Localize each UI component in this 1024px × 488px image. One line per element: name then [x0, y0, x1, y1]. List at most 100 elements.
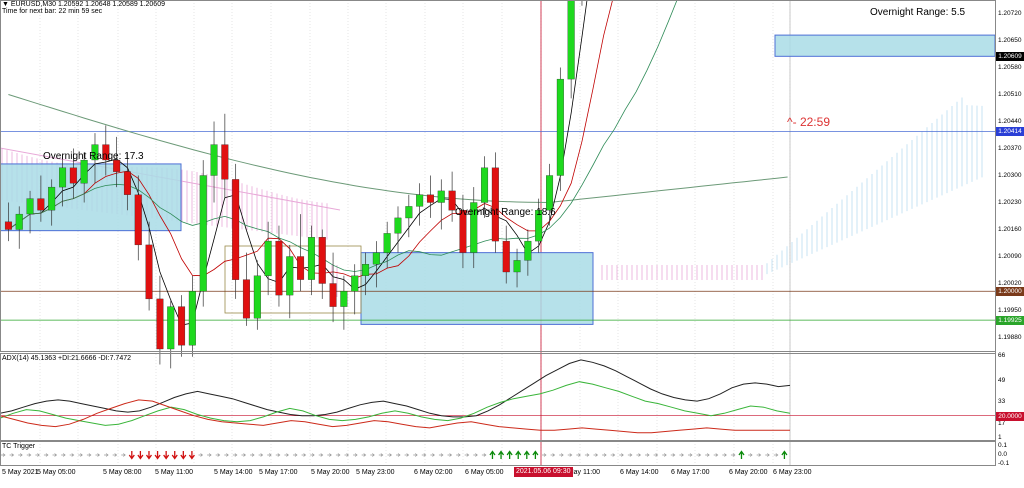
tc-neutral-arrow — [104, 453, 109, 457]
tc-neutral-arrow — [447, 453, 453, 457]
candle-body — [91, 144, 99, 161]
candle-body — [199, 175, 207, 292]
tc-neutral-arrow — [95, 453, 101, 457]
candle-body — [448, 190, 456, 211]
tc-label-mid: 0.0 — [998, 451, 1008, 458]
tc-neutral-arrow — [464, 453, 470, 457]
tc-neutral-arrow — [687, 453, 693, 457]
tc-neutral-arrow — [396, 453, 401, 457]
tc-neutral-arrow — [335, 453, 341, 457]
candle-body — [307, 237, 315, 280]
tc-neutral-arrow — [421, 453, 427, 457]
tc-up-arrow — [506, 450, 513, 459]
tc-neutral-arrow — [619, 453, 624, 457]
price-axis-label: 1.20300 — [998, 171, 1022, 179]
candle-body — [535, 210, 543, 242]
time-axis-label: 6 May 11:00 — [562, 469, 601, 476]
time-axis-label: 6 May 14:00 — [620, 469, 659, 476]
tc-neutral-arrow — [232, 453, 238, 457]
tc-neutral-arrow — [52, 453, 58, 457]
range-outline-box — [224, 245, 362, 314]
adx-label-1: 1 — [998, 434, 1002, 441]
candle-body — [383, 233, 391, 253]
tc-neutral-arrow — [250, 453, 255, 457]
time-axis-label: 5 May 20:00 — [311, 469, 350, 476]
time-axis-label: 6 May 23:00 — [773, 469, 812, 476]
candle-body — [297, 256, 305, 280]
price-axis-label: 1.20510 — [998, 90, 1022, 98]
candle-body — [481, 167, 489, 203]
tc-neutral-arrow — [705, 453, 710, 457]
price-level-tag: 1.20609 — [996, 51, 1024, 61]
tc-neutral-arrow — [670, 453, 676, 457]
tc-neutral-arrow — [310, 453, 315, 457]
candle-body — [362, 264, 370, 276]
adx-lines — [0, 359, 995, 434]
tc-down-arrow — [145, 451, 153, 460]
price-level-tag: 1.20000 — [996, 286, 1024, 296]
tc-neutral-arrow — [258, 453, 264, 457]
candle-body — [416, 194, 424, 207]
tc-title: TC Trigger — [2, 443, 36, 450]
candle-body — [123, 171, 131, 195]
candle-body — [37, 198, 45, 211]
tc-neutral-arrow — [438, 453, 444, 457]
candle-body — [470, 202, 478, 253]
tc-neutral-arrow — [215, 453, 221, 457]
candle-body — [275, 240, 283, 296]
adx-line — [0, 359, 791, 418]
tc-neutral-arrow — [722, 453, 727, 457]
tc-neutral-arrow — [78, 453, 83, 457]
candle-body — [513, 260, 521, 273]
tc-down-arrow — [188, 451, 195, 460]
tc-neutral-arrow — [602, 453, 607, 457]
time-axis-label: 6 May 02:00 — [414, 469, 453, 476]
tc-neutral-arrow — [404, 453, 410, 457]
candle-body — [264, 240, 272, 276]
candle-body — [253, 275, 261, 319]
price-axis-label: 1.20020 — [998, 279, 1022, 287]
candle-body — [372, 252, 380, 265]
time-axis-label: 5 May 14:00 — [214, 469, 253, 476]
time-axis-label: 5 May 2021 — [2, 469, 39, 476]
tc-neutral-arrow — [413, 453, 418, 457]
tc-label-bot: -0.1 — [998, 460, 1010, 467]
crosshair-date: 2021.05.06 09:30 — [514, 467, 573, 477]
tc-up-arrow — [781, 450, 788, 459]
candle-body — [134, 194, 142, 246]
tc-neutral-arrow — [756, 453, 762, 457]
tc-neutral-arrow — [748, 453, 753, 457]
adx-label-17: 17 — [998, 420, 1006, 427]
time-axis-label: 5 May 08:00 — [103, 469, 142, 476]
adx-label-49: 49 — [998, 377, 1006, 384]
overnight-range-box — [0, 163, 182, 232]
tc-neutral-arrow — [9, 453, 15, 457]
tc-neutral-arrow — [361, 453, 367, 457]
tc-neutral-arrow — [35, 453, 40, 457]
tc-neutral-arrow — [550, 453, 556, 457]
overnight-range-label-2: Overnight Range: 18.6 — [455, 207, 556, 218]
time-axis-label: 5 May 17:00 — [259, 469, 298, 476]
candle-body — [102, 144, 110, 161]
tc-neutral-arrow — [207, 453, 212, 457]
tc-neutral-arrow — [275, 453, 281, 457]
candle-body — [210, 144, 218, 176]
price-level-tag: 1.20414 — [996, 127, 1024, 137]
candle-body — [156, 298, 164, 350]
candle-body — [351, 275, 359, 292]
time-axis-label: 5 May 11:00 — [155, 469, 194, 476]
candle-body — [4, 221, 12, 230]
candle-body — [80, 159, 88, 184]
candle-body — [340, 291, 348, 307]
candle-body — [437, 190, 445, 203]
tc-neutral-arrow — [387, 453, 392, 457]
tc-up-arrow — [738, 450, 745, 459]
tc-up-arrow — [523, 450, 530, 459]
candlesticks — [4, 0, 583, 369]
tc-neutral-arrow — [696, 453, 702, 457]
tc-neutral-arrow — [473, 453, 478, 457]
tc-neutral-arrow — [327, 453, 332, 457]
tc-neutral-arrow — [43, 453, 49, 457]
